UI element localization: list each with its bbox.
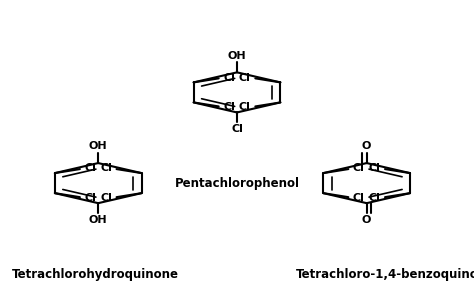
Text: Cl: Cl	[84, 193, 96, 203]
Text: OH: OH	[89, 215, 108, 225]
Text: O: O	[362, 215, 371, 225]
Text: Cl: Cl	[231, 124, 243, 134]
Text: Cl: Cl	[239, 102, 251, 112]
Text: Cl: Cl	[353, 193, 365, 203]
Text: OH: OH	[228, 50, 246, 61]
Text: Tetrachloro-1,4-benzoquinone: Tetrachloro-1,4-benzoquinone	[296, 268, 474, 281]
Text: Cl: Cl	[239, 73, 251, 82]
Text: Tetrachlorohydroquinone: Tetrachlorohydroquinone	[12, 268, 179, 281]
Text: Cl: Cl	[369, 193, 381, 203]
Text: Cl: Cl	[369, 164, 381, 173]
Text: Cl: Cl	[100, 164, 112, 173]
Text: O: O	[362, 141, 371, 151]
Text: OH: OH	[89, 141, 108, 151]
Text: Cl: Cl	[223, 102, 235, 112]
Text: Cl: Cl	[353, 164, 365, 173]
Text: Cl: Cl	[100, 193, 112, 203]
Text: Pentachlorophenol: Pentachlorophenol	[174, 177, 300, 190]
Text: Cl: Cl	[84, 164, 96, 173]
Text: Cl: Cl	[223, 73, 235, 82]
